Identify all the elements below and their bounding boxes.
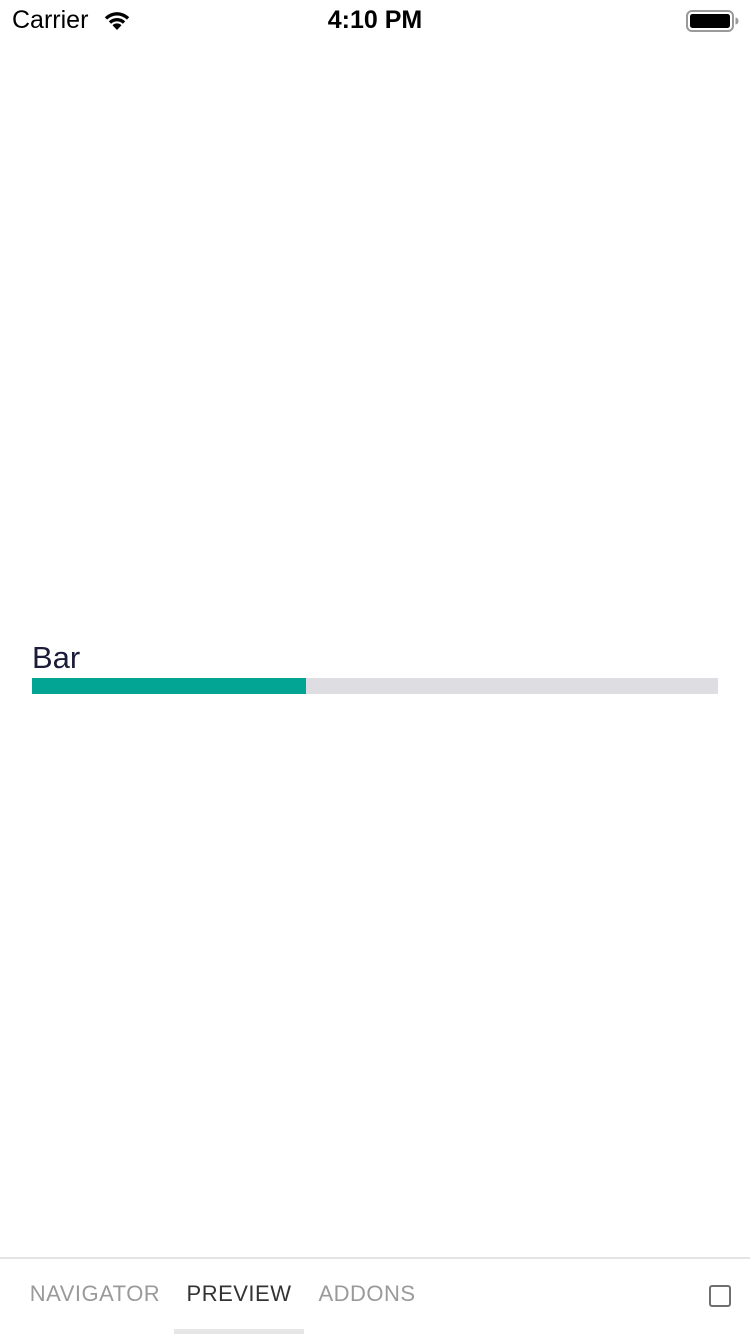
tab-preview-label: PREVIEW <box>186 1281 292 1306</box>
square-checkbox-icon[interactable] <box>709 1285 731 1307</box>
tab-preview[interactable]: PREVIEW <box>174 1259 304 1334</box>
storybook-tab-bar: NAVIGATOR PREVIEW ADDONS <box>0 1257 750 1334</box>
tab-navigator[interactable]: NAVIGATOR <box>20 1259 170 1334</box>
progress-track <box>32 678 718 694</box>
status-time: 4:10 PM <box>327 6 423 34</box>
tab-navigator-label: NAVIGATOR <box>29 1281 161 1306</box>
active-tab-indicator <box>174 1329 304 1334</box>
tab-addons[interactable]: ADDONS <box>304 1259 430 1334</box>
battery-icon <box>686 10 739 32</box>
tab-addons-label: ADDONS <box>318 1281 416 1306</box>
carrier-name: Carrier <box>12 6 89 34</box>
progress-label: Bar <box>32 640 81 675</box>
progress-fill <box>32 678 307 694</box>
wifi-icon <box>104 12 130 30</box>
progress-bar-story: Bar <box>32 640 718 694</box>
status-bar: Carrier 4:10 PM <box>0 0 750 40</box>
